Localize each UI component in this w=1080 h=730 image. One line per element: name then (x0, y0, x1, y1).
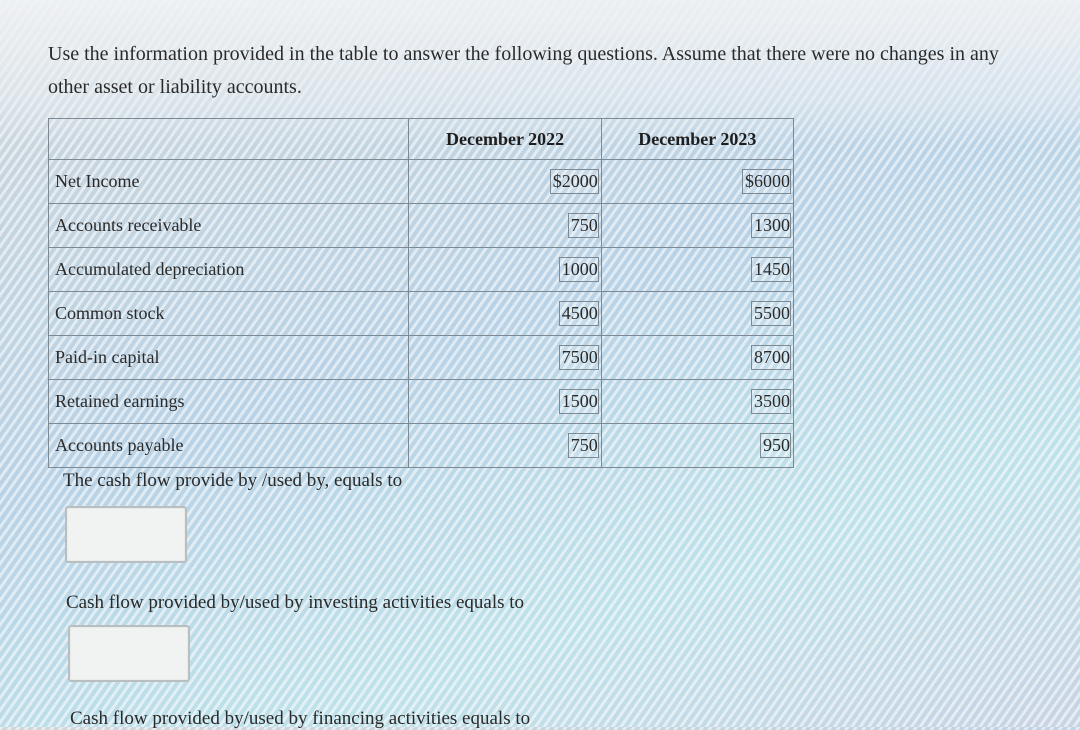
investing-cash-flow-answer-input[interactable] (68, 625, 190, 682)
cell-dec2022: 1000 (558, 257, 599, 282)
row-label: Retained earnings (47, 379, 410, 424)
table-header-row: December 2022 December 2023 (47, 118, 795, 160)
cell-dec2022: 750 (567, 213, 599, 238)
cell-dec2022: 7500 (558, 345, 599, 370)
row-label: Common stock (47, 291, 410, 336)
cell-dec2023: 1300 (751, 213, 791, 238)
table-row: Retained earnings 1500 3500 (47, 379, 795, 424)
row-label: Accounts payable (47, 423, 410, 468)
cell-dec2023: 1450 (751, 257, 791, 282)
cell-dec2023: 8700 (751, 345, 791, 370)
investing-cash-flow-prompt: Cash flow provided by/used by investing … (66, 592, 525, 613)
table-row: Paid-in capital 7500 8700 (47, 335, 795, 380)
cell-dec2022: 750 (567, 433, 599, 458)
table-row: Accumulated depreciation 1000 1450 (47, 247, 795, 292)
table-row: Net Income $2000 $6000 (47, 159, 795, 204)
financing-cash-flow-prompt: Cash flow provided by/used by financing … (70, 708, 531, 729)
row-label: Paid-in capital (47, 335, 410, 380)
operating-cash-flow-answer-input[interactable] (65, 506, 187, 563)
row-label: Net Income (47, 159, 410, 204)
table-header-dec2023: December 2023 (600, 118, 795, 160)
cell-dec2023: 3500 (751, 389, 791, 414)
cell-dec2023: $6000 (742, 169, 791, 194)
row-label: Accumulated depreciation (47, 247, 410, 292)
operating-cash-flow-prompt: The cash flow provide by /used by, equal… (63, 470, 403, 491)
table-header-blank (47, 118, 410, 160)
cell-dec2023: 5500 (751, 301, 791, 326)
cell-dec2022: $2000 (549, 169, 599, 194)
table-row: Accounts payable 750 950 (47, 423, 795, 468)
table-row: Accounts receivable 750 1300 (47, 203, 795, 248)
table-header-dec2022: December 2022 (408, 118, 602, 160)
cell-dec2022: 1500 (558, 389, 599, 414)
question-instructions: Use the information provided in the tabl… (48, 43, 999, 98)
row-label: Accounts receivable (47, 203, 410, 248)
balance-data-table: December 2022 December 2023 Net Income $… (47, 118, 795, 468)
table-row: Common stock 4500 5500 (47, 291, 795, 336)
cell-dec2022: 4500 (558, 301, 599, 326)
cell-dec2023: 950 (760, 433, 791, 458)
